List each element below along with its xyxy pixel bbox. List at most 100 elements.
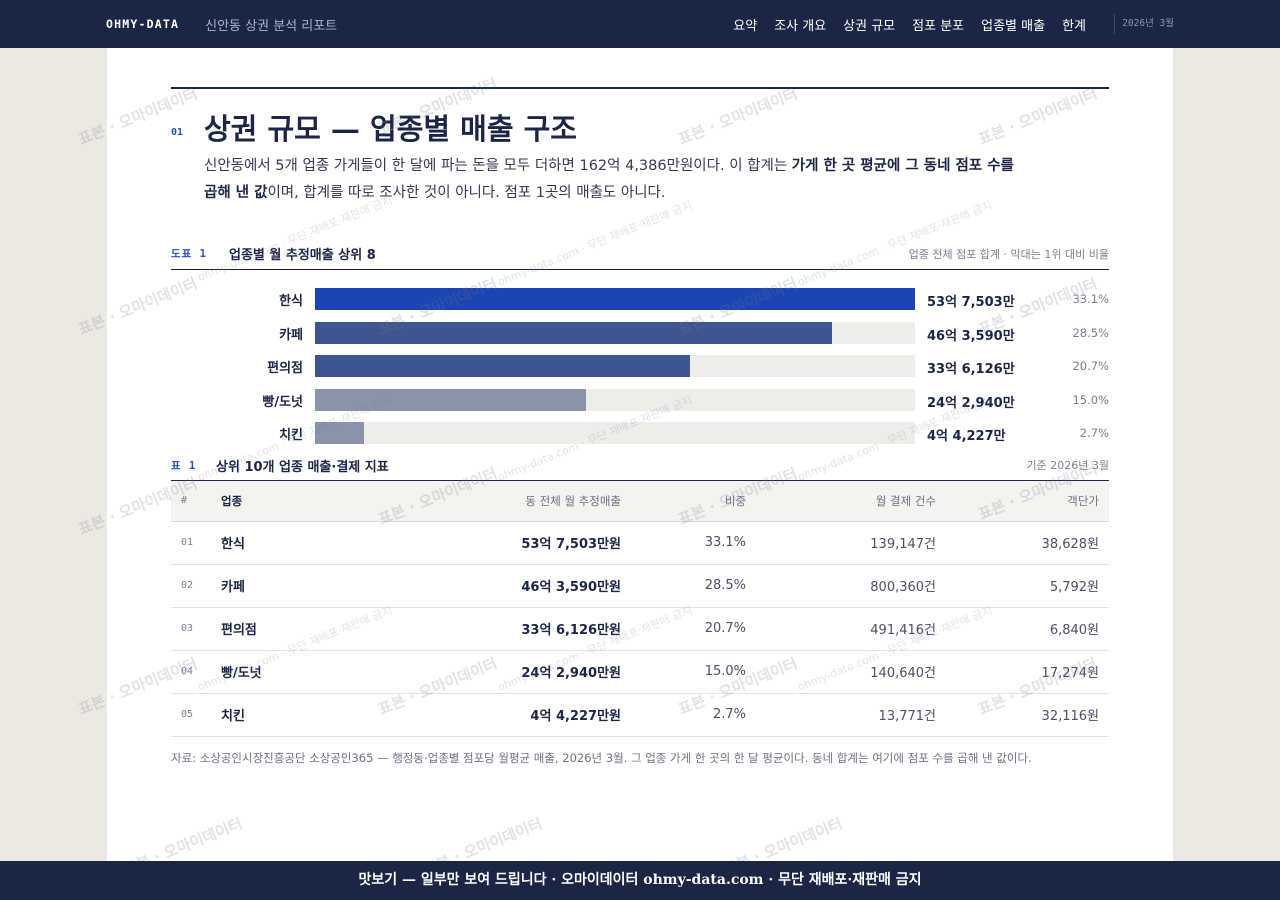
table-row: 04 빵/도넛 24억 2,940만원 15.0% 140,640건 17,274원 [171, 650, 1109, 693]
bar-share-label: 33.1% [1072, 292, 1109, 306]
row-share: 28.5% [704, 578, 746, 593]
report-page: 01 상권 규모 — 업종별 매출 구조 신안동에서 5개 업종 가게들이 한 … [107, 48, 1173, 861]
bar-value-label: 24억 2,940만 [927, 395, 1015, 411]
bar-track [315, 388, 915, 411]
row-transactions: 139,147건 [870, 537, 936, 552]
row-transactions: 13,771건 [878, 709, 936, 724]
section-header: 01 상권 규모 — 업종별 매출 구조 [171, 89, 1109, 146]
row-transactions: 140,640건 [870, 666, 936, 681]
row-rank: 05 [181, 709, 194, 720]
bar [315, 288, 915, 310]
lead-text-2: 이며, 합계를 따로 조사한 것이 아니다. 점포 1곳의 매출도 아니다. [267, 185, 666, 201]
figure-tag: 도표 1 [171, 248, 207, 260]
nav-link-market-size[interactable]: 상권 규모 [843, 18, 896, 34]
table-body: 01 한식 53억 7,503만원 33.1% 139,147건 38,628원 02 카페 4… [171, 521, 1109, 736]
col-header-share: 비중 [631, 481, 756, 522]
row-share: 33.1% [704, 535, 746, 550]
table-note: 기준 2026년 3월 [1026, 459, 1109, 472]
figure-title: 업종별 월 추정매출 상위 8 [229, 248, 376, 263]
bar-category-label: 카페 [279, 327, 303, 343]
source-note: 자료: 소상공인시장진흥공단 소상공인365 — 행정동·업종별 점포당 월평균… [171, 750, 1032, 765]
top-navbar: OHMY-DATA 신안동 상권 분석 리포트 요약 조사 개요 상권 규모 점… [0, 0, 1280, 48]
bar-row: 카페 46억 3,590만 28.5% [171, 321, 1109, 344]
row-industry: 카페 [221, 580, 245, 595]
bar-share-label: 28.5% [1072, 325, 1109, 340]
bar-track [315, 355, 915, 377]
figure-note: 업종 전체 점포 합계 · 막대는 1위 대비 비율 [908, 248, 1109, 261]
row-share: 2.7% [712, 707, 746, 722]
bar-row: 편의점 33억 6,126만 20.7% [171, 355, 1109, 377]
section-title: 상권 규모 — 업종별 매출 구조 [204, 112, 577, 146]
row-rank: 02 [181, 580, 194, 591]
col-header-industry: 업종 [211, 481, 421, 522]
bar-track [315, 288, 915, 310]
table-row: 03 편의점 33억 6,126만원 20.7% 491,416건 6,840원 [171, 607, 1109, 650]
bar-share-label: 15.0% [1072, 392, 1109, 407]
row-rank: 01 [181, 537, 194, 548]
nav-link-summary[interactable]: 요약 [733, 18, 758, 34]
bar-row: 치킨 4억 4,227만 2.7% [171, 422, 1109, 444]
row-industry: 치킨 [221, 709, 245, 724]
bar-share-label: 2.7% [1079, 426, 1109, 440]
brand-logo[interactable]: OHMY-DATA [106, 17, 180, 31]
bar-category-label: 한식 [279, 294, 303, 309]
nav-link-store-distribution[interactable]: 점포 분포 [912, 18, 965, 34]
table-row: 02 카페 46억 3,590만원 28.5% 800,360건 5,792원 [171, 564, 1109, 607]
metrics-table: # 업종 동 전체 월 추정매출 비중 월 결제 건수 객단가 01 한식 53억 … [171, 481, 1109, 737]
row-avg-price: 32,116원 [1041, 709, 1099, 724]
bar-category-label: 편의점 [267, 361, 303, 376]
row-rank: 03 [181, 623, 194, 634]
row-sales: 24억 2,940만원 [521, 666, 621, 681]
col-header-transactions: 월 결제 건수 [756, 481, 946, 522]
section-divider [171, 87, 1109, 89]
row-sales: 4억 4,227만원 [530, 709, 621, 724]
bar-value-label: 53억 7,503만 [927, 295, 1015, 310]
lead-text-1: 신안동에서 5개 업종 가게들이 한 달에 파는 돈을 모두 더하면 162억 … [204, 158, 792, 174]
bar [315, 422, 365, 444]
table-tag: 표 1 [171, 460, 197, 472]
nav-link-sales-by-industry[interactable]: 업종별 매출 [981, 18, 1046, 34]
bar-chart: 한식 53억 7,503만 33.1% 카페 46억 3,590만 28.5% 편의점 33억… [171, 270, 1109, 452]
row-avg-price: 17,274원 [1041, 666, 1099, 681]
nav-link-limitations[interactable]: 한계 [1062, 18, 1086, 34]
section-market-size: 01 상권 규모 — 업종별 매출 구조 신안동에서 5개 업종 가게들이 한 … [171, 87, 1109, 767]
row-industry: 빵/도넛 [221, 666, 262, 681]
row-sales: 53억 7,503만원 [521, 537, 621, 552]
table-header-row: # 업종 동 전체 월 추정매출 비중 월 결제 건수 객단가 [171, 481, 1109, 522]
row-industry: 편의점 [221, 623, 257, 638]
report-title: 신안동 상권 분석 리포트 [205, 18, 338, 34]
row-transactions: 800,360건 [870, 580, 936, 595]
section-lead: 신안동에서 5개 업종 가게들이 한 달에 파는 돈을 모두 더하면 162억 … [204, 153, 1014, 207]
bar [315, 388, 587, 411]
col-header-avg-price: 객단가 [946, 481, 1109, 522]
report-date: 2026년 3월 [1114, 14, 1174, 34]
bar-share-label: 20.7% [1072, 359, 1109, 373]
nav-link-survey-overview[interactable]: 조사 개요 [774, 18, 827, 34]
row-share: 15.0% [704, 664, 746, 679]
bar-value-label: 46억 3,590만 [927, 328, 1015, 344]
bar-category-label: 치킨 [279, 428, 303, 443]
bar-track [315, 422, 915, 444]
bar-value-label: 33억 6,126만 [927, 362, 1015, 377]
row-avg-price: 6,840원 [1049, 623, 1099, 638]
row-sales: 33억 6,126만원 [521, 623, 621, 638]
bar-track [315, 321, 915, 344]
figure-header: 도표 1 업종별 월 추정매출 상위 8 업종 전체 점포 합계 · 막대는 1… [171, 240, 1109, 270]
preview-footer: 맛보기 — 일부만 보여 드립니다 · 오마이데이터 ohmy-data.com… [0, 861, 1280, 900]
bar [315, 355, 691, 377]
col-header-rank: # [171, 481, 211, 522]
row-share: 20.7% [704, 621, 746, 636]
table-header: 표 1 상위 10개 업종 매출·결제 지표 기준 2026년 3월 [171, 452, 1109, 481]
row-sales: 46억 3,590만원 [521, 580, 621, 595]
lead-emphasis: 가게 한 곳 평균에 그 동네 점포 수를 곱해 낸 값 [204, 158, 1014, 201]
bar-row: 한식 53억 7,503만 33.1% [171, 288, 1109, 310]
bar-value-label: 4억 4,227만 [927, 429, 1006, 444]
row-avg-price: 38,628원 [1041, 537, 1099, 552]
table-row: 05 치킨 4억 4,227만원 2.7% 13,771건 32,116원 [171, 693, 1109, 736]
main-nav: 요약 조사 개요 상권 규모 점포 분포 업종별 매출 한계 [716, 0, 1086, 48]
row-rank: 04 [181, 666, 194, 677]
row-transactions: 491,416건 [870, 623, 936, 638]
bar-category-label: 빵/도넛 [262, 394, 303, 410]
bar-row: 빵/도넛 24억 2,940만 15.0% [171, 388, 1109, 411]
bar [315, 321, 833, 344]
